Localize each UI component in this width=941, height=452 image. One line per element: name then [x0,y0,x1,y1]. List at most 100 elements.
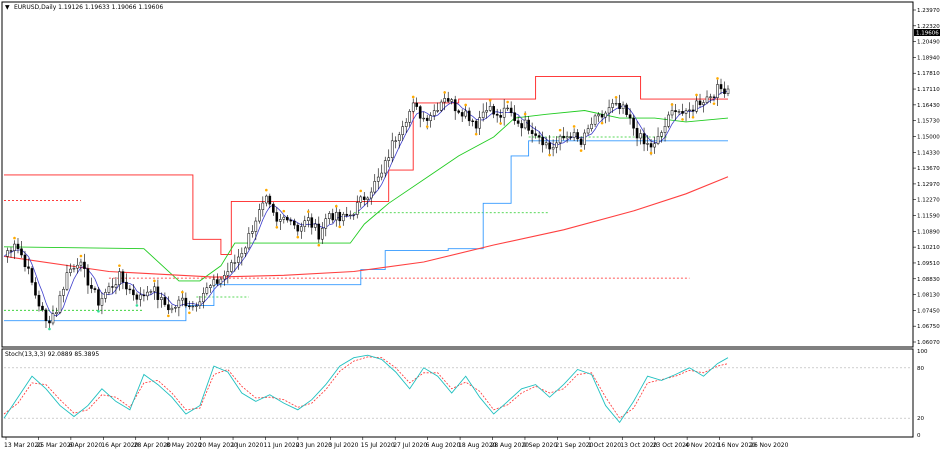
bullish-candle [55,312,58,315]
bullish-candle [223,275,226,280]
bullish-candle [258,209,261,222]
bearish-candle [530,130,534,134]
time-tick-label: 23 Oct 2020 [653,442,690,449]
stochastic-tick-label: 100 [917,349,928,355]
bullish-candle [79,261,83,266]
bullish-candle [684,110,688,114]
fractal-down-marker [48,327,51,331]
bearish-candle [509,107,513,113]
bullish-candle [670,110,674,116]
price-tick-label: 1.17110 [917,87,940,93]
bullish-candle [209,285,212,288]
time-tick-label: 15 Jul 2020 [361,442,395,449]
fractal-down-marker [97,309,100,313]
bearish-candle [132,289,135,296]
bearish-candle [520,123,523,129]
fractal-down-marker [474,132,478,136]
bullish-candle [443,98,446,103]
fractal-up-marker [614,95,618,99]
bearish-candle [635,127,639,139]
bullish-candle [380,172,384,178]
bullish-candle [139,294,142,300]
bearish-candle [457,110,460,113]
time-tick-label: 25 Mar 2020 [36,442,74,449]
fast-moving-average [3,90,729,317]
long-moving-average [3,176,729,278]
bullish-candle [233,262,237,264]
bearish-candle [9,250,13,252]
bearish-candle [600,114,604,118]
bearish-candle [415,102,419,107]
time-tick-label: 11 Jun 2020 [263,442,299,449]
bearish-candle [460,112,464,117]
bearish-candle [30,268,34,283]
bearish-candle [16,243,20,250]
time-tick-label: 6 Apr 2020 [69,442,102,449]
bullish-candle [667,114,670,127]
price-tick-label: 1.11590 [917,214,940,220]
bearish-candle [289,219,293,222]
bearish-candle [268,195,272,205]
bullish-candle [254,220,258,232]
fractal-down-marker [167,314,170,318]
bearish-candle [34,282,37,296]
fractal-down-marker [188,311,191,315]
bullish-candle [607,107,611,114]
bullish-candle [390,140,394,158]
bearish-candle [86,268,90,286]
bearish-candle [272,203,275,213]
bullish-candle [583,132,586,145]
bearish-candle [723,88,726,94]
fractal-down-marker [425,125,429,128]
bullish-candle [544,142,548,146]
bullish-candle [621,104,625,109]
fractal-up-marker [558,128,562,132]
stochastic-panel[interactable] [1,348,914,438]
fractal-up-marker [443,91,446,94]
bearish-candle [44,309,48,322]
time-tick-label: 4 Nov 2020 [685,442,720,449]
bullish-candle [313,223,317,228]
price-axis[interactable]: 1.23970 1.22320 1.20490 1.18940 1.17810 1.171… [913,8,940,346]
fractal-down-marker [548,153,551,157]
bearish-candle [537,135,541,138]
fractal-up-marker [282,209,286,213]
fractal-down-marker [712,102,716,105]
bearish-candle [362,196,366,200]
time-tick-label: 3 Jul 2020 [328,442,358,449]
bullish-candle [265,195,268,204]
bullish-candle [660,132,663,137]
bullish-candle [240,253,244,258]
time-tick-label: 28 Aug 2020 [491,442,530,449]
bearish-candle [474,120,478,129]
fractal-down-marker [649,151,653,155]
fractal-down-marker [317,243,321,247]
bullish-candle [6,250,9,257]
symbol-menu-icon[interactable]: ▼ [5,4,10,11]
bullish-candle [639,133,642,139]
bullish-candle [394,140,398,142]
bearish-candle [216,279,219,284]
bullish-candle [383,160,387,174]
price-tick-label: 1.06750 [917,324,940,330]
price-tick-label: 1.08130 [917,293,940,299]
bullish-candle [488,106,492,111]
bullish-candle [261,202,265,210]
fractal-down-marker [579,149,583,152]
bearish-candle [286,216,289,221]
bullish-candle [181,297,184,301]
bearish-candle [642,133,646,145]
price-tick-label: 1.15730 [917,119,940,125]
bearish-candle [317,223,321,240]
bullish-candle [320,227,324,240]
time-tick-label: 16 Nov 2020 [718,442,757,449]
price-tick-label: 1.07450 [917,308,940,314]
bearish-candle [471,120,474,122]
bullish-candle [153,286,156,292]
bearish-candle [41,305,44,311]
bearish-candle [632,117,635,129]
bullish-candle [387,157,391,161]
bullish-candle [401,126,405,135]
